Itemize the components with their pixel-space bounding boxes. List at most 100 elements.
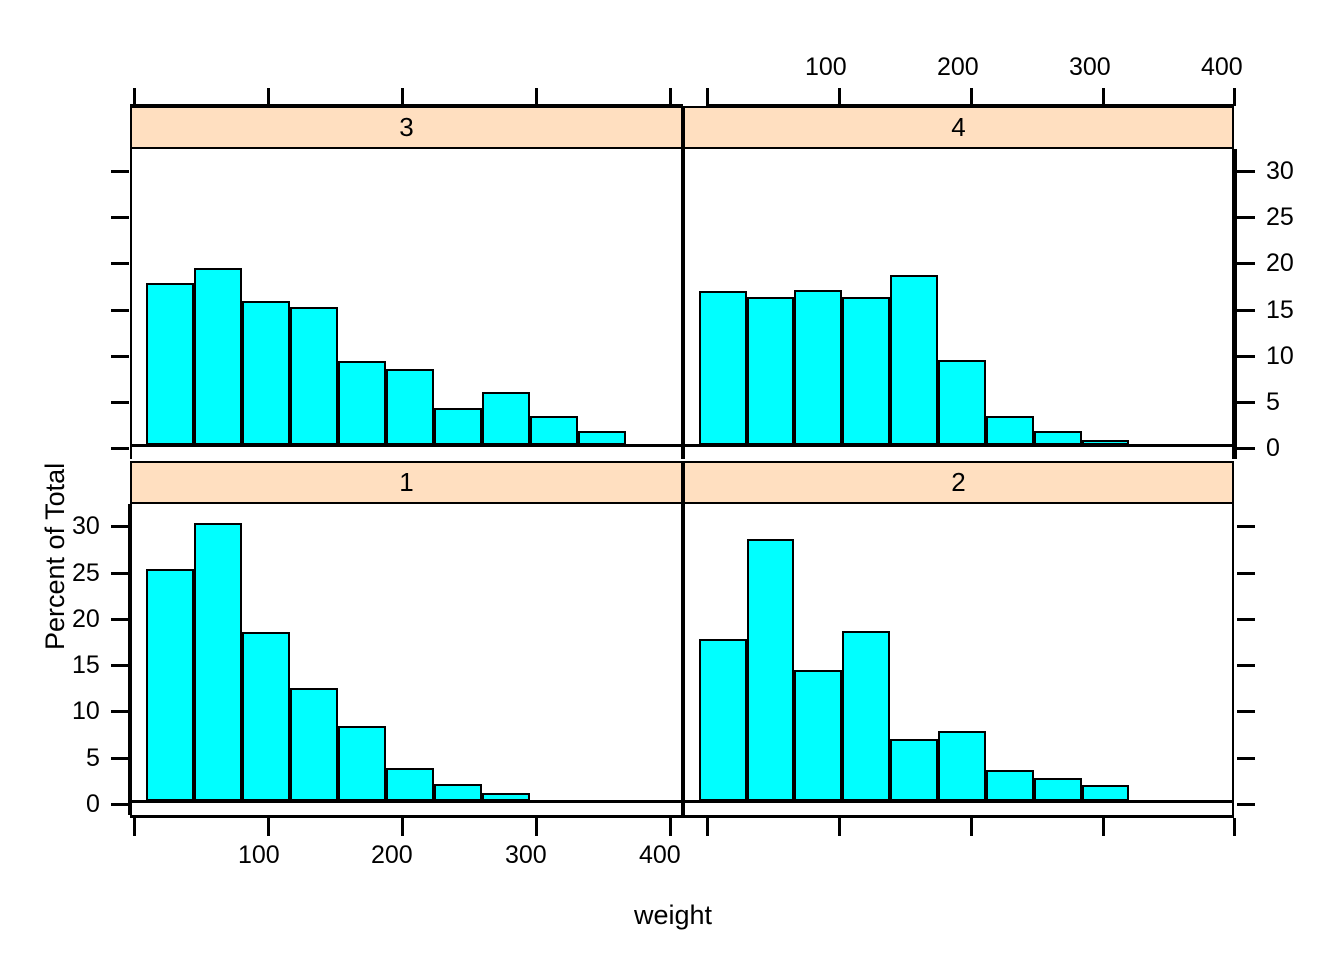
histogram-bar [1033, 431, 1082, 446]
x-axis-label: weight [634, 900, 713, 930]
strip-label: 3 [399, 112, 414, 142]
y-axis-right-tick [1237, 447, 1255, 450]
x-axis-bottom-tick [401, 818, 404, 836]
histogram-bar [481, 392, 531, 446]
x-axis-bottom-right-tick [1233, 818, 1236, 836]
y-axis-left-tick [111, 757, 129, 760]
histogram-bar [385, 767, 434, 802]
x-axis-bottom-rule [130, 815, 683, 818]
x-axis-bottom-right-tick [706, 818, 709, 836]
histogram-bar [241, 300, 290, 446]
histogram-bar [289, 307, 338, 446]
histogram-bar [985, 770, 1034, 802]
x-axis-bottom-right-tick [1102, 818, 1105, 836]
histogram-bar [842, 631, 891, 802]
histogram-bar [145, 568, 194, 802]
panel-2 [683, 504, 1234, 815]
strip-panel-1: 1 [130, 461, 683, 504]
y-axis-left-top-tick [111, 447, 129, 450]
histogram-bar [289, 687, 338, 802]
histogram-bar [1033, 777, 1082, 802]
y-axis-left-tick-label: 5 [86, 744, 100, 772]
histogram-bar [241, 632, 290, 802]
y-axis-left-rule [128, 504, 131, 815]
x-axis-top-tick-label: 400 [1201, 53, 1243, 81]
panel-1 [130, 504, 683, 815]
panel-3-plot-area [132, 149, 681, 459]
y-axis-right-tick-label: 20 [1266, 249, 1294, 277]
panel-4 [683, 149, 1234, 459]
histogram-bar [433, 408, 482, 446]
y-axis-left-tick [111, 664, 129, 667]
y-axis-left-top-tick [111, 216, 129, 219]
y-axis-right-bottom-tick [1237, 525, 1255, 528]
panel-baseline [685, 444, 1232, 448]
panel-baseline [132, 800, 681, 804]
y-axis-left-tick-label: 15 [72, 651, 100, 679]
histogram-bar [842, 297, 891, 446]
y-axis-right-tick [1237, 170, 1255, 173]
y-axis-left-tick-label: 10 [72, 697, 100, 725]
histogram-bar [1081, 785, 1130, 802]
x-axis-bottom-tick [669, 818, 672, 836]
x-axis-bottom-tick-label: 300 [505, 841, 547, 869]
y-axis-right-tick-label: 30 [1266, 157, 1294, 185]
panel-4-plot-area [685, 149, 1232, 459]
y-axis-left-top-tick [111, 355, 129, 358]
y-axis-left-tick-label: 0 [86, 790, 100, 818]
y-axis-left-top-tick [111, 262, 129, 265]
x-axis-top-left-tick [267, 88, 270, 106]
x-axis-top-left-rule [130, 104, 683, 107]
histogram-bar [193, 522, 242, 802]
y-axis-right-bottom-tick [1237, 664, 1255, 667]
y-axis-left-tick-label: 25 [72, 559, 100, 587]
y-axis-right-bottom-tick [1237, 803, 1255, 806]
histogram-bar [698, 638, 747, 802]
y-axis-right-bottom-tick [1237, 757, 1255, 760]
y-axis-right-tick-label: 15 [1266, 296, 1294, 324]
panel-baseline [132, 444, 681, 448]
histogram-bar [578, 431, 627, 446]
x-axis-top-left-tick [401, 88, 404, 106]
histogram-bar [433, 784, 482, 802]
y-axis-left-tick [111, 572, 129, 575]
y-axis-right-tick [1237, 355, 1255, 358]
y-axis-left-tick [111, 525, 129, 528]
x-axis-bottom-right-rule [683, 815, 1234, 818]
x-axis-top-tick [970, 88, 973, 106]
panel-3 [130, 149, 683, 459]
x-axis-top-left-tick [669, 88, 672, 106]
histogram-bar [385, 369, 434, 446]
histogram-bar [193, 268, 242, 446]
x-axis-top-tick [1233, 88, 1236, 106]
y-axis-right-tick-label: 5 [1266, 388, 1280, 416]
x-axis-bottom-tick-label: 100 [238, 841, 280, 869]
x-axis-top-left-tick [535, 88, 538, 106]
x-axis-bottom-tick [267, 818, 270, 836]
y-axis-left-tick [111, 618, 129, 621]
y-axis-left-top-tick [111, 170, 129, 173]
x-axis-bottom-tick-label: 200 [371, 841, 413, 869]
x-axis-top-tick [706, 88, 709, 106]
histogram-bar [985, 415, 1034, 446]
x-axis-top-left-tick [133, 88, 136, 106]
histogram-bar [145, 283, 194, 446]
y-axis-right-tick-label: 10 [1266, 342, 1294, 370]
y-axis-label: Percent of Total [40, 462, 70, 650]
histogram-bar [1081, 439, 1130, 446]
strip-label: 1 [399, 467, 414, 497]
y-axis-right-rule [1234, 149, 1237, 459]
y-axis-right-tick [1237, 262, 1255, 265]
histogram-bar [698, 290, 747, 446]
y-axis-right-tick-label: 25 [1266, 203, 1294, 231]
histogram-bar [794, 289, 843, 446]
panel-2-plot-area [685, 504, 1232, 815]
y-axis-right-tick [1237, 216, 1255, 219]
y-axis-right-bottom-tick [1237, 572, 1255, 575]
y-axis-left-tick-label: 30 [72, 512, 100, 540]
x-axis-bottom-right-tick [838, 818, 841, 836]
histogram-bar [890, 274, 938, 446]
x-axis-top-tick-label: 300 [1069, 53, 1111, 81]
x-axis-top-tick [1102, 88, 1105, 106]
